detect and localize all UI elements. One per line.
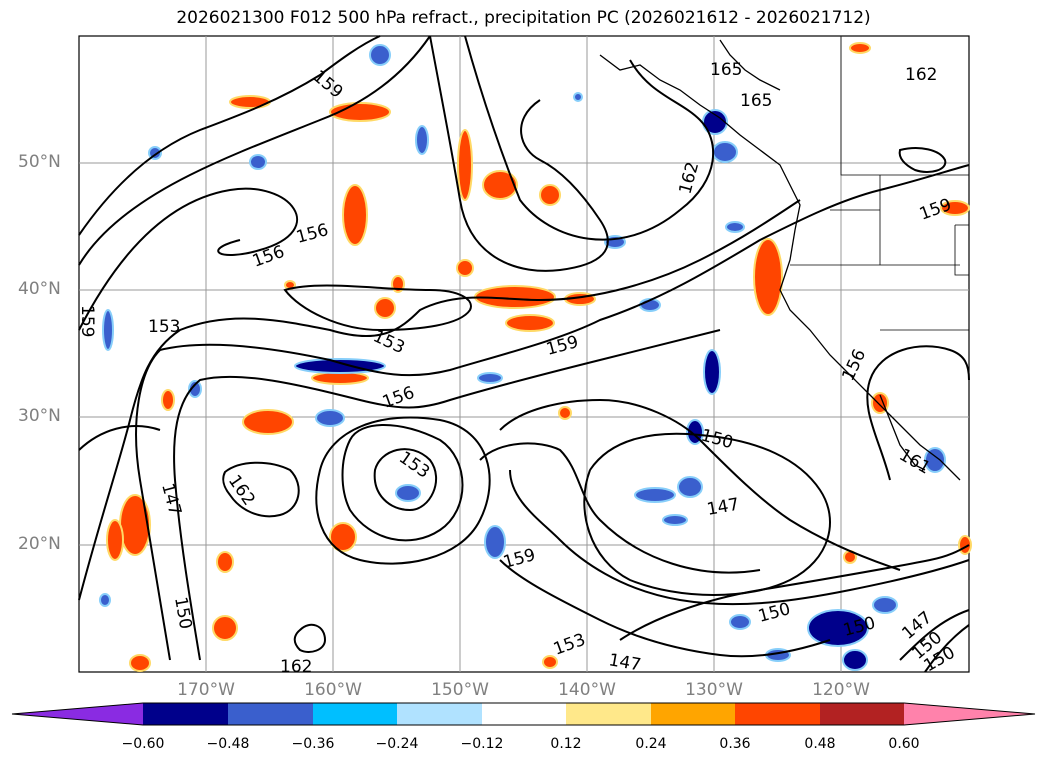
colorbar-segment xyxy=(820,703,904,725)
colorbar-segment xyxy=(482,703,566,725)
plot-title: 2026021300 F012 500 hPa refract., precip… xyxy=(176,8,871,28)
colorbar-segment xyxy=(566,703,651,725)
longitude-label: 170°W xyxy=(177,680,235,700)
colorbar-tick-label: −0.60 xyxy=(121,736,165,752)
colorbar-segment xyxy=(313,703,397,725)
contour-label: 153 xyxy=(148,317,180,337)
colorbar-segment xyxy=(228,703,313,725)
refractivity-contours xyxy=(78,35,970,673)
coastlines xyxy=(599,39,961,481)
colorbar-tick-label: 0.24 xyxy=(635,736,667,752)
longitude-label: 160°W xyxy=(304,680,362,700)
colorbar-tick-label: 0.48 xyxy=(804,736,836,752)
contour-labels: 159 165 165 162 162 156 156 153 159 153 … xyxy=(77,60,959,677)
map-panel: 159 165 165 162 162 156 156 153 159 153 … xyxy=(77,35,972,677)
contour-label: 162 xyxy=(280,657,312,677)
latitude-label: 20°N xyxy=(18,534,61,554)
colorbar-extend-high xyxy=(904,703,1035,725)
colorbar-segment xyxy=(397,703,482,725)
gridlines xyxy=(79,36,969,672)
precip-positive-patches xyxy=(106,42,972,672)
colorbar-tick-label: −0.12 xyxy=(460,736,504,752)
colorbar-tick-label: 0.60 xyxy=(888,736,920,752)
contour-label: 162 xyxy=(905,65,937,85)
contour-label: 165 xyxy=(710,60,742,80)
colorbar-outline xyxy=(11,702,1036,726)
longitude-label: 140°W xyxy=(558,680,616,700)
latitude-label: 40°N xyxy=(18,279,61,299)
latitude-label: 30°N xyxy=(18,406,61,426)
colorbar-tick-label: −0.36 xyxy=(291,736,335,752)
colorbar-tick-label: −0.24 xyxy=(375,736,419,752)
colorbar-extend-low xyxy=(12,703,143,725)
longitude-label: 120°W xyxy=(812,680,870,700)
contour-label: 165 xyxy=(740,91,772,111)
colorbar-tick-label: 0.36 xyxy=(719,736,751,752)
contour-label: 159 xyxy=(77,305,97,337)
longitude-label: 150°W xyxy=(431,680,489,700)
colorbar-segment xyxy=(651,703,735,725)
longitude-label: 130°W xyxy=(685,680,743,700)
colorbar-segment xyxy=(735,703,820,725)
colorbar-tick-label: 0.12 xyxy=(550,736,582,752)
colorbar xyxy=(11,702,1036,726)
latitude-label: 50°N xyxy=(18,152,61,172)
colorbar-segment xyxy=(143,703,228,725)
colorbar-tick-label: −0.48 xyxy=(206,736,250,752)
